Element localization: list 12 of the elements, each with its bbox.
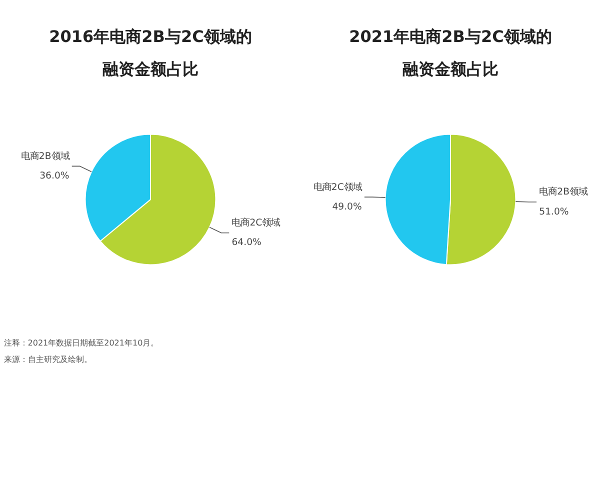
- chart-title: 2016年电商2B与2C领域的融资金额占比: [49, 26, 252, 79]
- slice-label: 电商2B领域: [539, 186, 588, 198]
- source-note: 来源：自主研究及绘制。: [4, 354, 92, 364]
- slice-label: 电商2C领域: [232, 218, 280, 229]
- data-label: 36.0%: [40, 170, 70, 182]
- data-label: 64.0%: [232, 237, 262, 248]
- data-label: 51.0%: [539, 206, 569, 218]
- slice-label: 电商2B领域: [20, 150, 70, 162]
- slice-label: 电商2C领域: [313, 182, 362, 193]
- chart-title: 2021年电商2B与2C领域的融资金额占比: [349, 26, 552, 79]
- data-label: 49.0%: [332, 201, 362, 212]
- text: 注释：2021年数据日期截至2021年10月。: [4, 338, 159, 348]
